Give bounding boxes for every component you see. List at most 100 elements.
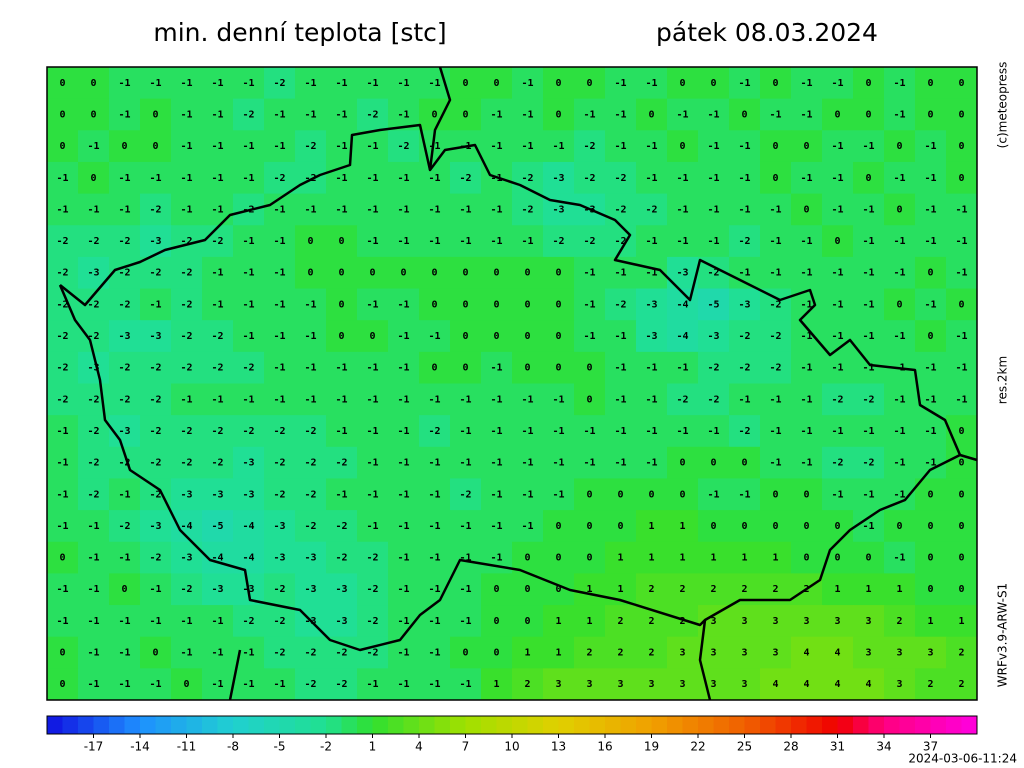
grid-cell — [140, 98, 172, 131]
grid-value: -3 — [149, 236, 161, 247]
grid-value: -2 — [118, 268, 130, 279]
grid-cell — [543, 320, 575, 353]
colorbar-cell — [78, 716, 94, 734]
grid-value: -1 — [211, 299, 223, 310]
grid-value: -1 — [118, 489, 130, 500]
grid-cell — [853, 288, 885, 321]
grid-value: -1 — [707, 109, 719, 120]
grid-value: -1 — [459, 236, 471, 247]
grid-cell — [853, 668, 885, 701]
grid-value: -1 — [893, 394, 905, 405]
grid-cell — [574, 351, 606, 384]
colorbar-cell — [853, 716, 869, 734]
grid-value: -3 — [242, 489, 254, 500]
model-label: WRFv3.9-ARW-S1 — [996, 583, 1010, 687]
grid-cell — [171, 256, 203, 290]
grid-value: -1 — [769, 394, 781, 405]
grid-cell — [822, 98, 854, 131]
colorbar-tick-label: 34 — [876, 740, 891, 754]
colorbar-cell — [481, 716, 497, 734]
grid-value: -1 — [87, 679, 99, 690]
grid-value: -5 — [707, 299, 719, 310]
grid-value: 0 — [586, 78, 592, 89]
grid-value: -2 — [583, 173, 595, 184]
grid-cell — [574, 98, 606, 131]
grid-cell — [481, 320, 513, 353]
grid-cell — [574, 161, 606, 195]
grid-value: 0 — [927, 331, 933, 342]
grid-value: -1 — [118, 553, 130, 564]
grid-value: -1 — [211, 109, 223, 120]
grid-value: -1 — [490, 521, 502, 532]
grid-value: -1 — [955, 204, 967, 215]
grid-value: 0 — [958, 458, 964, 469]
grid-value: 0 — [958, 299, 964, 310]
grid-value: -1 — [428, 584, 440, 595]
grid-value: -2 — [118, 394, 130, 405]
grid-cell — [605, 98, 637, 131]
grid-value: 4 — [772, 679, 778, 690]
grid-value: 0 — [958, 426, 964, 437]
grid-cell — [574, 383, 606, 416]
grid-cell — [760, 67, 792, 100]
grid-cell — [202, 193, 234, 226]
grid-value: 3 — [896, 679, 902, 690]
grid-cell — [853, 478, 885, 511]
grid-cell — [233, 383, 265, 416]
grid-cell — [388, 130, 420, 163]
grid-value: -2 — [211, 331, 223, 342]
grid-value: -1 — [366, 426, 378, 437]
grid-cell — [512, 288, 544, 321]
grid-cell — [636, 351, 668, 384]
colorbar-cell — [434, 716, 451, 734]
grid-value: 3 — [834, 616, 840, 627]
colorbar-cell — [868, 716, 885, 734]
grid-value: 2 — [679, 584, 685, 595]
grid-value: 2 — [710, 584, 716, 595]
grid-cell — [47, 225, 79, 258]
grid-value: -2 — [614, 173, 626, 184]
grid-value: -1 — [211, 204, 223, 215]
grid-cell — [326, 636, 358, 669]
grid-value: -1 — [428, 521, 440, 532]
grid-cell — [512, 510, 544, 543]
grid-cell — [109, 668, 141, 701]
grid-value: -3 — [118, 426, 130, 437]
colorbar: -17 -14 -11 -8 -5 -2 1 4 7 10 13 16 19 22 25 28 31 34 37 — [46, 715, 978, 754]
grid-value: -1 — [397, 394, 409, 405]
grid-cell — [822, 573, 854, 606]
grid-cell — [264, 351, 296, 384]
grid-value: -2 — [304, 173, 316, 184]
grid-value: -1 — [490, 236, 502, 247]
grid-cell — [512, 668, 544, 701]
grid-cell — [233, 161, 265, 195]
grid-cell — [171, 636, 203, 669]
grid-value: -1 — [707, 141, 719, 152]
grid-cell — [636, 383, 668, 416]
grid-value: 0 — [555, 553, 561, 564]
grid-value: -3 — [87, 363, 99, 374]
colorbar-cell — [512, 716, 528, 734]
grid-value: 0 — [865, 553, 871, 564]
colorbar-cell — [558, 716, 575, 734]
grid-cell — [853, 320, 885, 353]
grid-value: -1 — [273, 363, 285, 374]
grid-value: 0 — [524, 553, 530, 564]
grid-value: 0 — [493, 331, 499, 342]
grid-value: -1 — [800, 394, 812, 405]
grid-value: -1 — [335, 394, 347, 405]
grid-value: -1 — [676, 236, 688, 247]
grid-cell — [109, 130, 141, 163]
grid-cell — [822, 161, 854, 195]
grid-cell — [667, 320, 699, 353]
grid-value: -1 — [56, 426, 68, 437]
grid-cell — [419, 288, 451, 321]
grid-value: -1 — [924, 204, 936, 215]
grid-cell — [636, 98, 668, 131]
grid-cell — [78, 98, 110, 131]
grid-value: -1 — [397, 78, 409, 89]
grid-value: 0 — [710, 458, 716, 469]
grid-value: -2 — [180, 426, 192, 437]
grid-value: 0 — [524, 584, 530, 595]
grid-cell — [884, 98, 916, 131]
